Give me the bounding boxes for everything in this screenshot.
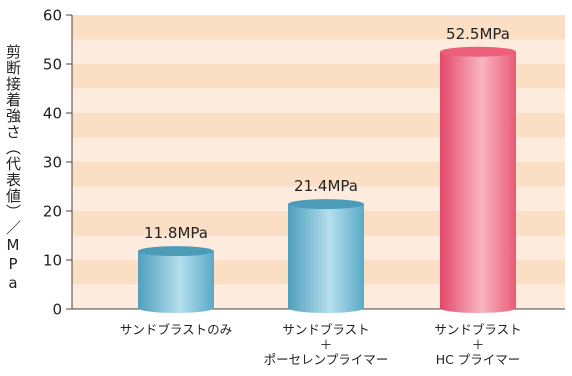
- bar-top: [288, 199, 364, 210]
- bar-top: [440, 46, 516, 57]
- data-label: 11.8MPa: [144, 224, 208, 242]
- bar-body: [288, 204, 364, 313]
- y-tick-label: 40: [43, 105, 62, 123]
- bar-body: [138, 251, 214, 313]
- y-tick-label: 10: [43, 252, 62, 270]
- bar: [440, 46, 516, 313]
- grid-band: [72, 15, 565, 40]
- bars: [138, 46, 516, 313]
- y-tick-label: 30: [43, 154, 62, 172]
- bar-body: [440, 51, 516, 313]
- data-label: 21.4MPa: [294, 177, 358, 195]
- bar: [288, 199, 364, 313]
- y-tick-label: 20: [43, 203, 62, 221]
- y-tick-label: 60: [43, 7, 62, 25]
- x-tick-label-line: ＋: [471, 337, 485, 352]
- x-tick-label: サンドブラストのみ: [91, 322, 261, 337]
- x-tick-label-line: ＋: [319, 337, 333, 352]
- y-axis-label: 剪断接着強さ（代表値）／MPa: [4, 44, 22, 293]
- x-tick-label-line: サンドブラスト: [282, 322, 370, 337]
- y-tick-label: 0: [52, 301, 62, 319]
- data-label: 52.5MPa: [446, 25, 510, 43]
- data-labels: 11.8MPa 21.4MPa 52.5MPa: [144, 25, 510, 242]
- x-tick-label: サンドブラスト＋ポーセレンプライマー: [241, 322, 411, 367]
- x-tick-label-line: サンドブラストのみ: [119, 322, 233, 337]
- x-tick-label-line: サンドブラスト: [434, 322, 522, 337]
- x-tick-label-line: ポーセレンプライマー: [263, 352, 389, 367]
- bar: [138, 246, 214, 313]
- x-tick-label-line: HC プライマー: [435, 352, 521, 367]
- bar-top: [138, 246, 214, 257]
- y-tick-label: 50: [43, 56, 62, 74]
- x-tick-label: サンドブラスト＋ HC プライマー: [393, 322, 563, 367]
